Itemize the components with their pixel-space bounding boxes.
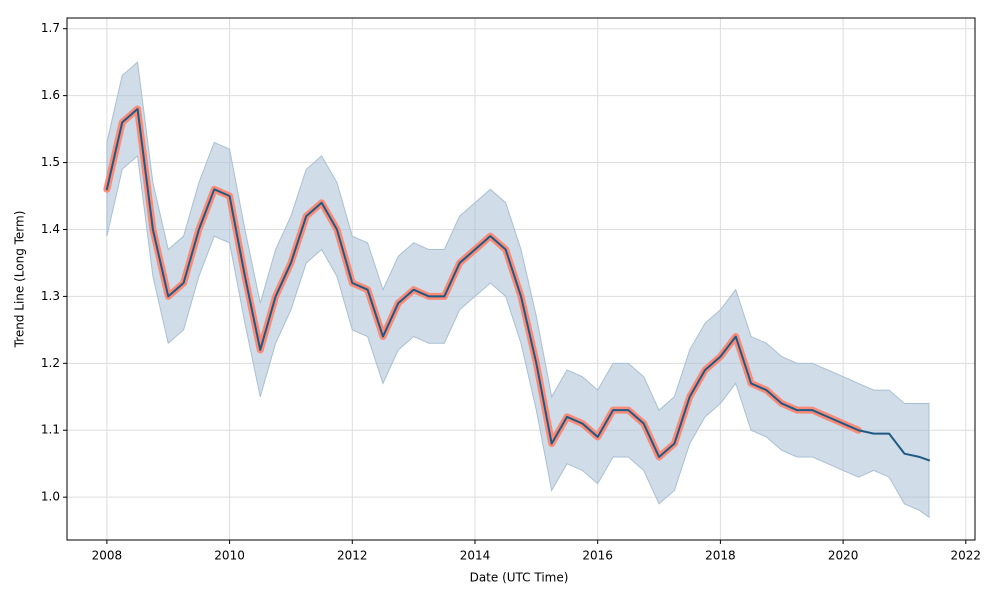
x-tick-label: 2010	[214, 549, 245, 563]
y-axis-label: Trend Line (Long Term)	[13, 211, 27, 349]
x-tick-label: 2022	[951, 549, 982, 563]
x-tick-label: 2020	[828, 549, 859, 563]
x-axis-label: Date (UTC Time)	[470, 571, 569, 585]
x-tick-label: 2014	[460, 549, 491, 563]
plot-frame	[66, 17, 976, 541]
y-tick-label: 1.4	[41, 222, 60, 236]
y-tick-label: 1.0	[41, 490, 60, 504]
y-tick-label: 1.5	[41, 155, 60, 169]
x-tick-label: 2018	[705, 549, 736, 563]
x-tick-label: 2012	[337, 549, 368, 563]
y-tick-label: 1.7	[41, 21, 60, 35]
x-tick-label: 2008	[92, 549, 123, 563]
trend-line	[105, 108, 930, 462]
x-tick-label: 2016	[582, 549, 613, 563]
y-tick-label: 1.2	[41, 356, 60, 370]
y-tick-label: 1.6	[41, 88, 60, 102]
y-tick-label: 1.1	[41, 423, 60, 437]
y-tick-label: 1.3	[41, 289, 60, 303]
